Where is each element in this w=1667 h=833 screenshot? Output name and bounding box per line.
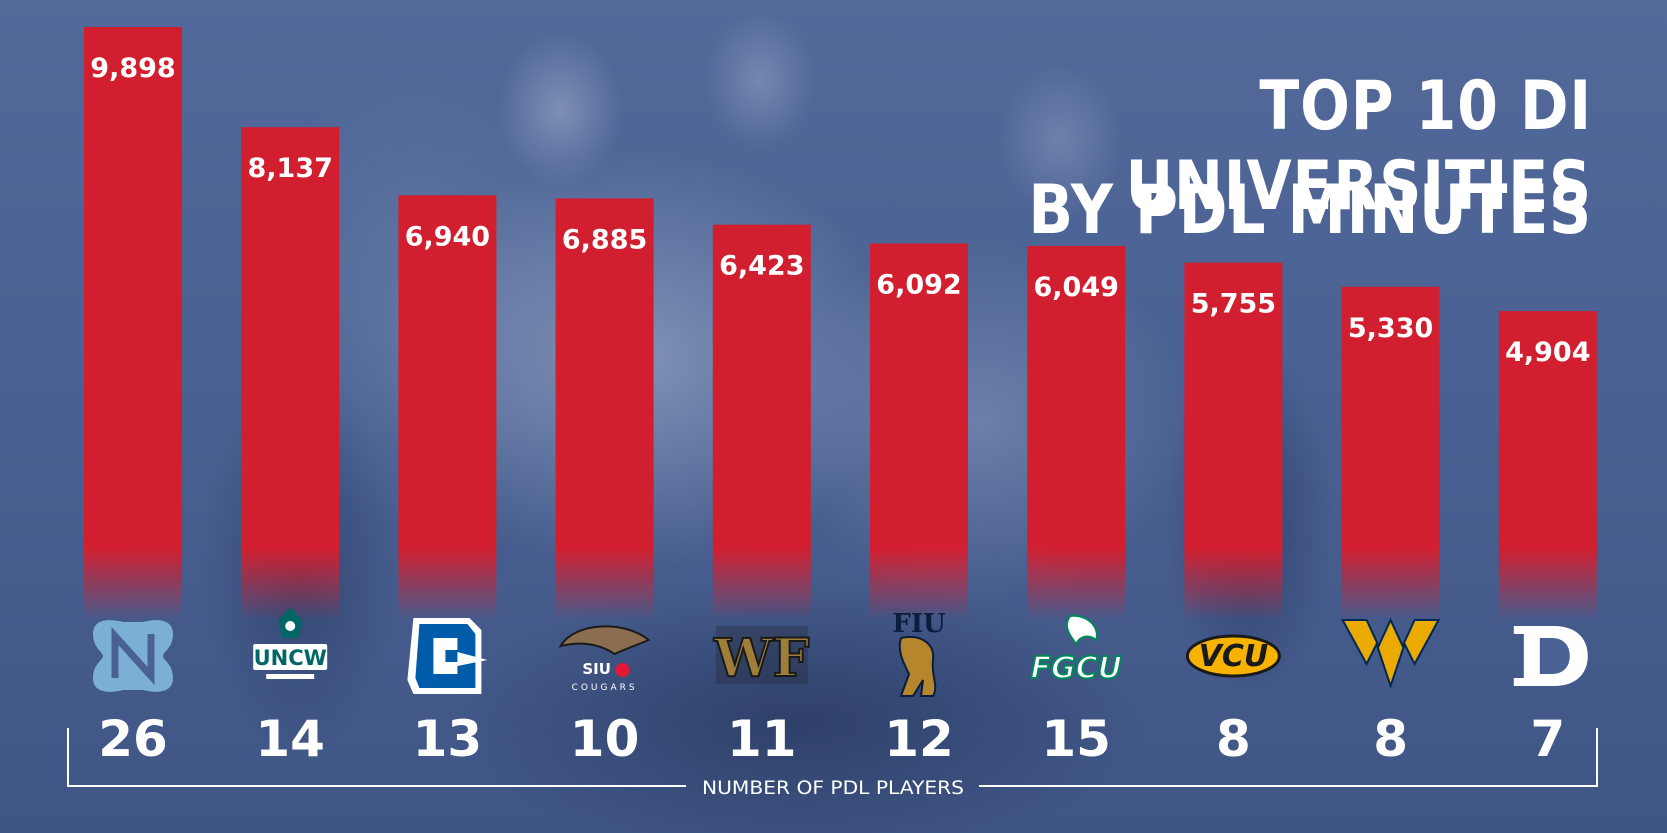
bar-9 [1341, 286, 1440, 548]
logos-group: 26 14 UNCW 13 10 SIU COUGARS 11 WF 12 FIU 15 FGCU 8 VC… [93, 608, 1588, 768]
siue-cougars-logo-icon: SIU COUGARS [558, 625, 651, 693]
bar-6 [870, 243, 968, 548]
bar-1 [84, 27, 182, 548]
bracket-line [67, 728, 1598, 787]
chart-title-line-1: TOP 10 DI UNIVERSITIES [1125, 67, 1592, 226]
bar-value-label: 4,904 [1505, 337, 1590, 368]
player-count-label: 10 [570, 710, 640, 768]
player-count-label: 11 [727, 710, 797, 768]
svg-text:UNCW: UNCW [254, 646, 327, 670]
bar-3 [398, 195, 497, 548]
axis-group: NUMBER OF PDL PLAYERS [67, 728, 1598, 799]
player-count-label: 7 [1530, 710, 1565, 768]
bar-fade-2 [241, 548, 340, 620]
svg-text:FIU: FIU [892, 609, 946, 639]
wake-forest-logo-icon: WF [712, 626, 811, 690]
bar-value-label: 6,885 [562, 224, 647, 255]
vcu-logo-icon: VCU [1185, 634, 1281, 678]
fiu-panther-logo-icon: FIU [892, 609, 946, 697]
bar-value-label: 6,092 [876, 269, 961, 300]
bar-fade-9 [1341, 548, 1440, 620]
svg-text:SIU: SIU [582, 660, 611, 678]
player-count-label: 13 [413, 710, 483, 768]
bar-fade-1 [84, 548, 182, 620]
bar-4 [555, 198, 654, 548]
bar-2 [241, 127, 340, 549]
svg-text:VCU: VCU [1199, 639, 1269, 674]
bar-fade-3 [398, 548, 497, 620]
duke-logo-icon [1513, 626, 1588, 686]
bar-value-label: 8,137 [247, 153, 332, 184]
svg-text:COUGARS: COUGARS [572, 683, 638, 693]
bar-fade-7 [1027, 548, 1126, 620]
fgcu-eagle-logo-icon: FGCU [1029, 614, 1123, 687]
unc-logo-icon [93, 620, 173, 692]
bar-value-label: 6,423 [719, 251, 804, 282]
bar-7 [1027, 245, 1126, 548]
bar-8 [1184, 262, 1283, 548]
bar-fade-10 [1498, 548, 1597, 620]
creighton-bluejay-logo-icon [407, 618, 488, 694]
bar-value-label: 5,330 [1348, 313, 1433, 344]
player-count-label: 8 [1216, 710, 1251, 768]
svg-text:WF: WF [713, 628, 809, 689]
bar-value-label: 6,049 [1033, 272, 1118, 303]
uncw-seahawks-logo-icon: UNCW [253, 608, 328, 679]
bar-10 [1498, 311, 1597, 548]
svg-text:FGCU: FGCU [1030, 651, 1122, 686]
bar-fade-5 [712, 548, 811, 620]
bar-value-label: 5,755 [1191, 289, 1276, 320]
bar-value-label: 6,940 [405, 221, 490, 252]
bar-fade-6 [870, 548, 968, 620]
player-count-label: 14 [255, 710, 325, 768]
wvu-logo-icon [1340, 617, 1441, 690]
x-axis-label: NUMBER OF PDL PLAYERS [702, 777, 964, 799]
bar-fade-8 [1184, 548, 1283, 620]
player-count-label: 12 [884, 710, 954, 768]
player-count-label: 8 [1373, 710, 1408, 768]
player-count-label: 26 [98, 710, 168, 768]
bar-value-label: 9,898 [90, 53, 175, 84]
player-count-label: 15 [1041, 710, 1111, 768]
chart-title-line-2: BY PDL MINUTES [1028, 171, 1592, 250]
bar-5 [712, 224, 811, 548]
bar-fade-4 [555, 548, 654, 620]
bars-group: 9,898 8,137 6,940 6,885 6,423 6,092 6,049 5,755… [84, 27, 1597, 620]
